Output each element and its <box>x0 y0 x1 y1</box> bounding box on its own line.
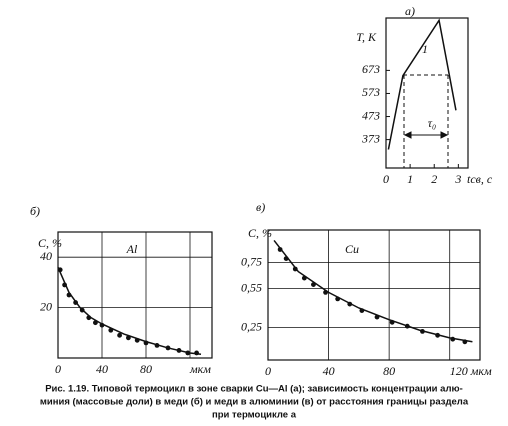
y-tick-label: 0,75 <box>241 254 262 268</box>
temperature-markers <box>403 74 449 168</box>
caption-line: Рис. 1.19. Типовой термоцикл в зоне свар… <box>45 384 463 395</box>
caption-line: миния (массовые доли) в меди (б) и меди … <box>40 397 469 408</box>
annotation: 1 <box>422 42 428 56</box>
x-tick-label: 40 <box>323 364 335 378</box>
data-point <box>117 332 122 338</box>
x-tick-label: мкм <box>189 362 211 376</box>
y-tick-label: 373 <box>361 131 380 145</box>
x-tick-label: 3 <box>454 172 461 186</box>
x-tick-label: 2 <box>431 172 437 186</box>
caption-line: при термоцикле а <box>212 410 297 421</box>
curve <box>273 239 473 343</box>
x-axis-label: tсв, с <box>467 172 493 186</box>
arrow-heads <box>403 131 449 139</box>
annotation: Cu <box>345 242 359 256</box>
plot-frame <box>385 17 469 169</box>
annotation: τ₀ <box>428 116 436 130</box>
y-tick-label: 0,25 <box>241 319 262 333</box>
panel-label: в) <box>256 200 265 214</box>
y-axis-label: C, % <box>38 236 62 250</box>
plot-frame <box>267 229 481 361</box>
curve <box>57 266 202 355</box>
y-tick-label: 473 <box>362 108 380 122</box>
y-tick-label: 40 <box>40 249 52 263</box>
annotation: Al <box>126 242 138 256</box>
panel-label: а) <box>405 4 415 18</box>
y-axis-label: C, % <box>248 226 272 240</box>
y-axis-label: T, K <box>356 30 377 44</box>
panel-label: б) <box>30 204 40 218</box>
x-tick-label: 1 <box>407 172 413 186</box>
plot-frame <box>57 231 213 359</box>
y-tick-label: 0,55 <box>241 280 262 294</box>
x-tick-label: 0 <box>265 364 271 378</box>
y-tick-label: 673 <box>362 62 380 76</box>
x-tick-label: 80 <box>140 362 152 376</box>
x-tick-label: 0 <box>55 362 61 376</box>
x-tick-label: 120 мкм <box>450 364 492 378</box>
y-tick-label: 20 <box>40 299 52 313</box>
curve <box>387 18 457 150</box>
y-tick-label: 573 <box>362 85 380 99</box>
x-tick-label: 80 <box>383 364 395 378</box>
x-tick-label: 40 <box>96 362 108 376</box>
x-tick-label: 0 <box>383 172 389 186</box>
